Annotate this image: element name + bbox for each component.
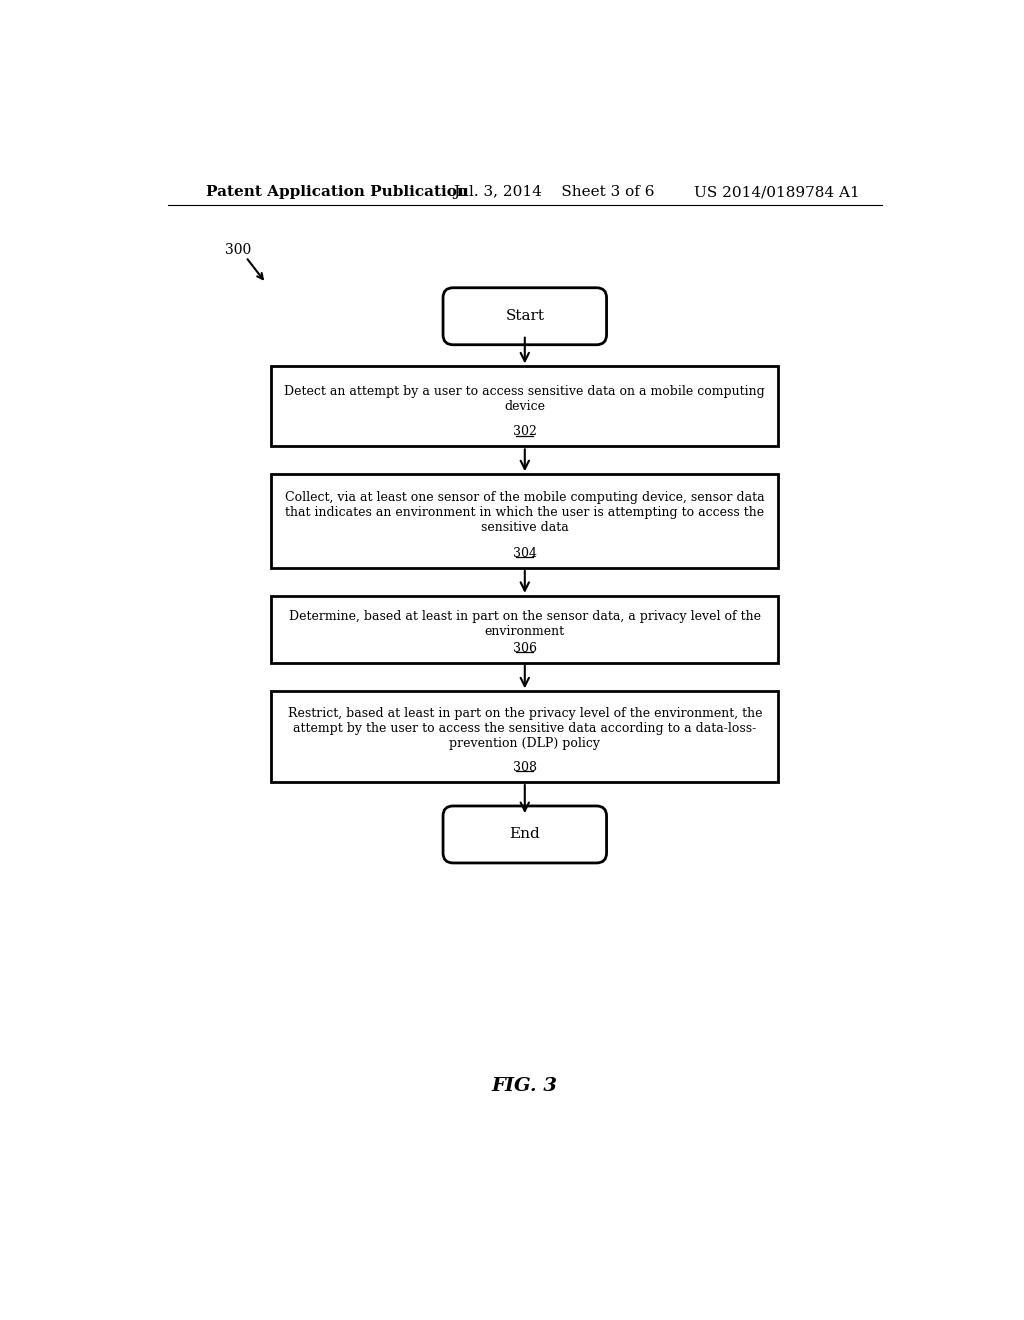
Text: Jul. 3, 2014    Sheet 3 of 6: Jul. 3, 2014 Sheet 3 of 6 bbox=[454, 185, 655, 199]
Text: 304: 304 bbox=[513, 546, 537, 560]
Text: Restrict, based at least in part on the privacy level of the environment, the
at: Restrict, based at least in part on the … bbox=[288, 706, 762, 750]
FancyBboxPatch shape bbox=[271, 474, 778, 568]
Text: 306: 306 bbox=[513, 642, 537, 655]
Text: 308: 308 bbox=[513, 760, 537, 774]
FancyBboxPatch shape bbox=[271, 692, 778, 781]
FancyBboxPatch shape bbox=[271, 595, 778, 663]
Text: 300: 300 bbox=[225, 243, 251, 257]
Text: FIG. 3: FIG. 3 bbox=[492, 1077, 558, 1096]
Text: 302: 302 bbox=[513, 425, 537, 438]
FancyBboxPatch shape bbox=[271, 367, 778, 446]
Text: End: End bbox=[509, 828, 541, 841]
Text: Determine, based at least in part on the sensor data, a privacy level of the
env: Determine, based at least in part on the… bbox=[289, 610, 761, 638]
Text: Start: Start bbox=[505, 309, 545, 323]
Text: US 2014/0189784 A1: US 2014/0189784 A1 bbox=[693, 185, 859, 199]
Text: Collect, via at least one sensor of the mobile computing device, sensor data
tha: Collect, via at least one sensor of the … bbox=[285, 491, 765, 535]
Text: Patent Application Publication: Patent Application Publication bbox=[206, 185, 468, 199]
FancyBboxPatch shape bbox=[443, 288, 606, 345]
FancyBboxPatch shape bbox=[443, 807, 606, 863]
Text: Detect an attempt by a user to access sensitive data on a mobile computing
devic: Detect an attempt by a user to access se… bbox=[285, 385, 765, 413]
